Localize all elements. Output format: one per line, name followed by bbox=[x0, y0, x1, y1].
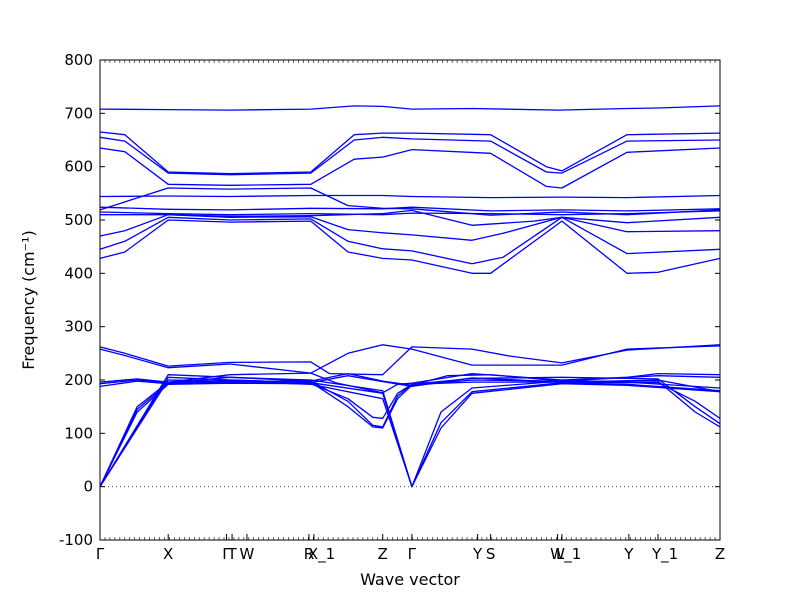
x-tick-label: Γ bbox=[222, 545, 231, 563]
band-line-14 bbox=[99, 344, 721, 374]
y-tick-label: 800 bbox=[64, 51, 93, 69]
band-line-13 bbox=[99, 344, 721, 376]
band-line-22 bbox=[99, 376, 721, 488]
x-tick-label: W bbox=[240, 545, 255, 563]
band-line-1 bbox=[99, 105, 721, 111]
x-tick-label: Z bbox=[715, 545, 725, 563]
y-tick-label: 200 bbox=[64, 371, 93, 389]
x-tick-label: S bbox=[486, 545, 496, 563]
x-tick-label: Γ bbox=[96, 545, 105, 563]
band-line-18 bbox=[99, 376, 721, 487]
band-line-5 bbox=[99, 194, 721, 199]
y-tick-label: 100 bbox=[64, 424, 93, 442]
x-tick-label: Z bbox=[378, 545, 388, 563]
x-tick-label: Y bbox=[472, 545, 483, 563]
x-tick-label: R bbox=[304, 545, 314, 563]
x-tick-label: Y_1 bbox=[651, 545, 678, 564]
x-tick-label: T bbox=[226, 545, 237, 563]
y-tick-label: 0 bbox=[83, 478, 93, 496]
y-tick-label: 500 bbox=[64, 211, 93, 229]
y-axis-title: Frequency (cm⁻¹) bbox=[19, 230, 38, 369]
band-line-8 bbox=[99, 210, 721, 216]
band-line-19 bbox=[99, 379, 721, 487]
x-tick-label: L_1 bbox=[556, 545, 581, 564]
y-tick-label: -100 bbox=[59, 531, 93, 549]
y-tick-label: 600 bbox=[64, 158, 93, 176]
x-tick-label: X_1 bbox=[308, 545, 335, 564]
band-line-4 bbox=[99, 147, 721, 189]
band-line-12 bbox=[99, 219, 721, 274]
series-layer bbox=[99, 105, 721, 488]
y-tick-label: 300 bbox=[64, 318, 93, 336]
plot-frame bbox=[99, 59, 721, 541]
band-line-20 bbox=[99, 381, 721, 487]
band-line-3 bbox=[99, 136, 721, 176]
y-tick-label: 700 bbox=[64, 104, 93, 122]
x-tick-label: W bbox=[550, 545, 565, 563]
x-tick-label: X bbox=[163, 545, 173, 563]
x-tick-label: Γ bbox=[408, 545, 417, 563]
band-line-11 bbox=[99, 216, 721, 265]
band-line-7 bbox=[99, 187, 721, 216]
band-line-2 bbox=[99, 131, 721, 175]
y-tick-label: 400 bbox=[64, 264, 93, 282]
band-line-23 bbox=[99, 379, 721, 488]
x-axis-title: Wave vector bbox=[360, 570, 460, 589]
x-tick-label: Y bbox=[623, 545, 634, 563]
band-line-9 bbox=[100, 209, 721, 226]
band-line-21 bbox=[99, 374, 721, 488]
